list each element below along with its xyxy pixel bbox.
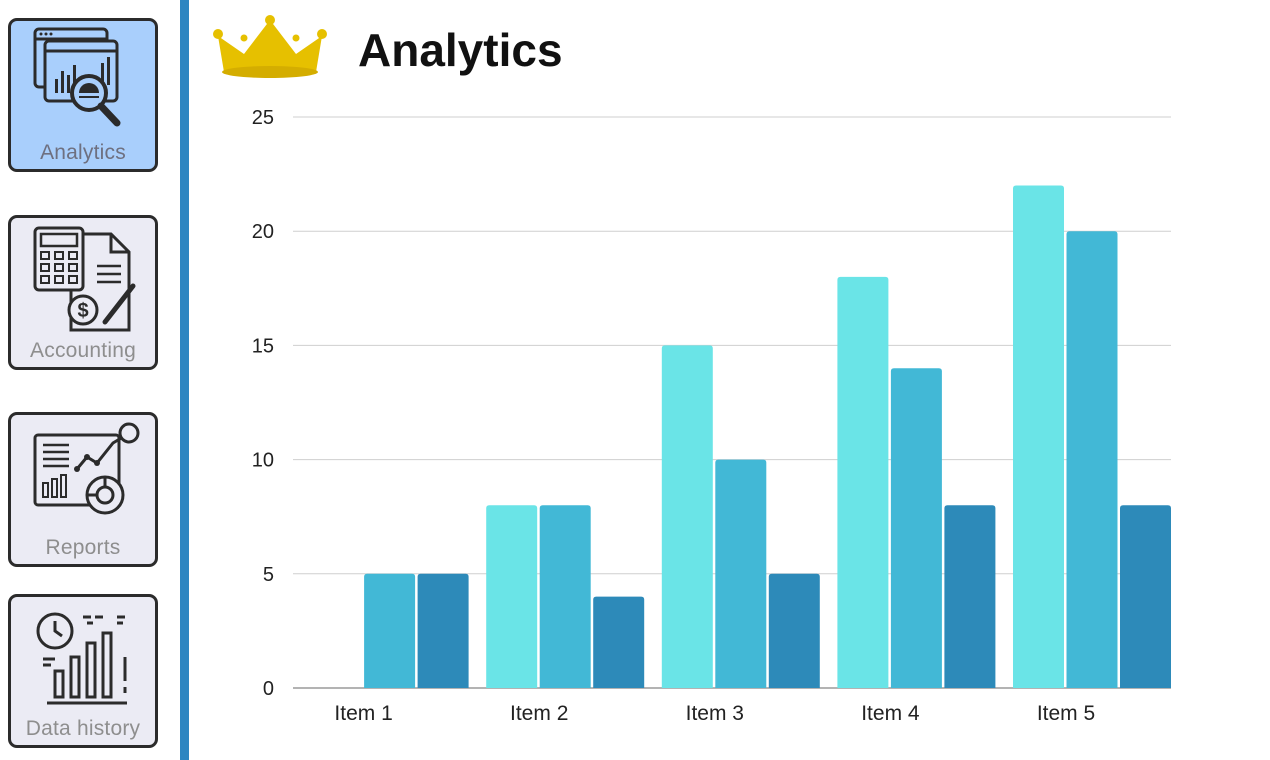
page-title: Analytics [358,24,563,76]
bar-item-5-s1 [1013,185,1064,688]
bar-item-2-s3 [593,596,645,688]
bar-item-1-s3 [417,573,469,688]
svg-text:$: $ [77,300,88,322]
y-tick-label: 10 [252,450,274,472]
bar-item-4-s3 [944,505,996,688]
sidebar: Analytics $ Accounting [0,0,180,760]
bar-item-3-s2 [715,459,767,688]
bar-item-5-s2 [1066,231,1118,688]
bar-item-5-s3 [1120,505,1171,688]
crown-icon [213,15,327,78]
bar-item-4-s2 [890,368,942,688]
x-tick-label: Item 2 [510,702,568,725]
sidebar-item-label: Accounting [30,339,136,362]
analytics-magnifier-icon [33,27,121,127]
x-axis-ticks: Item 1 Item 2 Item 3 Item 4 Item 5 [334,702,1095,725]
sidebar-item-label: Reports [45,536,121,559]
y-tick-label: 15 [252,335,274,357]
sidebar-item-data-history[interactable]: Data history [8,594,158,748]
sidebar-item-reports[interactable]: Reports [8,412,158,567]
chart-bars [364,185,1171,688]
x-tick-label: Item 1 [334,702,392,725]
report-chart-icon [33,422,140,515]
sidebar-item-accounting[interactable]: $ Accounting [8,215,158,370]
bar-item-4-s1 [837,276,889,688]
bar-item-3-s3 [768,573,820,688]
bar-item-1-s2 [364,573,416,688]
x-tick-label: Item 5 [1037,702,1095,725]
x-tick-label: Item 4 [861,702,920,725]
y-tick-label: 5 [263,564,274,586]
bar-item-2-s2 [539,505,591,688]
bar-item-2-s1 [486,505,538,688]
x-tick-label: Item 3 [686,702,744,725]
clock-bars-icon [36,612,127,705]
sidebar-item-label: Analytics [40,141,126,164]
y-tick-label: 0 [263,678,274,700]
y-tick-label: 20 [252,221,274,243]
sidebar-item-analytics[interactable]: Analytics [8,18,158,172]
calculator-invoice-icon: $ [33,226,136,332]
sidebar-item-label: Data history [25,717,141,740]
y-axis-ticks: 0 5 10 15 20 25 [252,107,274,700]
y-tick-label: 25 [252,107,274,129]
bar-item-3-s1 [661,345,713,688]
sidebar-divider [180,0,189,760]
